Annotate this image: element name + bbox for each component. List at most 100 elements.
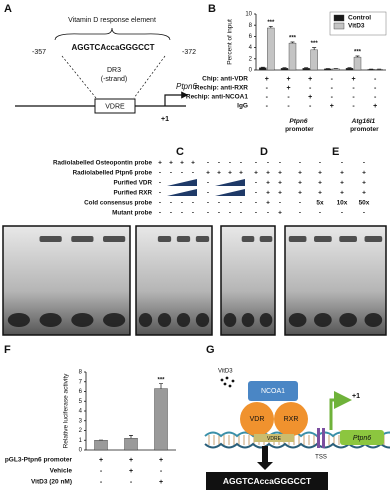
y-tick-label: 6 [79,389,83,395]
condition-sign: + [298,170,302,177]
y-tick-label: 5 [79,399,83,405]
condition-sign: - [309,85,312,92]
ncoa1-shape [248,381,298,401]
y-tick-label: 6 [249,34,253,40]
bar [375,69,383,71]
y-tick-label: 0 [79,448,83,454]
condition-sign: + [266,190,270,197]
shifted-band [314,236,332,242]
condition-sign: + [340,170,344,177]
condition-sign: - [181,170,183,177]
y-tick-label: 4 [249,45,253,51]
significance: *** [157,377,165,383]
condition-sign: - [192,210,194,217]
start-coordinate: -357 [32,49,46,56]
free-probe [259,313,273,327]
condition-sign: + [169,160,173,167]
titration-triangle [167,189,197,196]
group-label: Ptpn6 promoter [285,118,314,133]
condition-sign: + [191,160,195,167]
zoom-line [133,55,166,99]
sequence-text: AGGTCAccaGGGCCT [223,476,312,486]
bar [353,56,362,71]
condition-sign: 5x [316,200,324,207]
bar [154,388,168,451]
y-tick-label: 10 [245,12,252,18]
significance: *** [267,20,275,26]
condition-sign: + [158,160,162,167]
condition-sign: - [287,103,290,110]
condition-sign: + [266,180,270,187]
condition-sign: - [207,160,209,167]
condition-sign: - [255,190,257,197]
panel-label: G [206,344,215,356]
condition-sign: - [266,94,269,101]
condition-sign: + [298,180,302,187]
panel-label: D [260,146,268,158]
free-probe [364,313,383,327]
condition-sign: + [278,210,282,217]
tss-bar [317,428,320,448]
condition-sign: - [266,103,269,110]
condition-sign: - [100,468,103,475]
condition-sign: + [373,103,377,110]
condition-label: IgG [237,103,248,110]
gene-label: Ptpn6 [353,435,371,442]
condition-sign: + [278,170,282,177]
condition-sign: - [159,210,161,217]
panel-label: B [208,3,216,15]
condition-sign: - [207,200,209,207]
significance: *** [311,41,319,47]
row-label: Radiolabelled Ptpn6 probe [73,170,153,177]
condition-sign: - [341,160,343,167]
bar [124,438,138,451]
condition-sign: - [207,180,209,187]
y-axis-label: Percent of input [227,19,234,65]
condition-sign: + [206,170,210,177]
condition-sign: - [319,160,321,167]
tss-label: +1 [161,116,169,123]
condition-sign: - [374,94,377,101]
row-label: Mutant probe [112,210,152,217]
condition-sign: - [267,210,269,217]
condition-sign: - [240,210,242,217]
coactivator-label: NCOA1 [261,388,285,395]
condition-sign: + [351,76,355,83]
ligand-dots [220,376,235,388]
error-bar [290,41,295,44]
tss-mark: +1 [352,393,360,400]
condition-sign: + [228,170,232,177]
condition-label: Chip: anti-VDR [202,76,248,83]
receptor-label: RXR [284,416,299,423]
free-probe [39,313,62,327]
condition-sign: + [318,180,322,187]
condition-sign: + [180,160,184,167]
free-probe [195,313,210,327]
condition-label: pGL3-Ptpn6 promoter [5,457,73,464]
condition-sign: + [266,200,270,207]
error-bar [312,47,317,50]
down-arrow [257,446,273,470]
condition-sign: - [240,200,242,207]
bar [345,68,354,71]
bar [332,68,340,71]
error-bar [355,55,360,58]
shifted-band [195,236,210,242]
condition-sign: + [362,190,366,197]
condition-sign: + [129,457,133,464]
error-bar [159,383,163,389]
bar [267,27,275,71]
error-bar [304,67,309,69]
condition-sign: + [308,76,312,83]
error-bar [129,435,133,439]
rxr-shape [274,402,308,436]
y-tick-label: 2 [79,428,83,434]
condition-sign: + [217,170,221,177]
titration-triangle [215,189,245,196]
condition-sign: - [287,94,290,101]
free-probe [339,313,357,327]
condition-sign: - [181,200,183,207]
row-label: Purified RXR [114,190,153,197]
condition-sign: - [192,170,194,177]
